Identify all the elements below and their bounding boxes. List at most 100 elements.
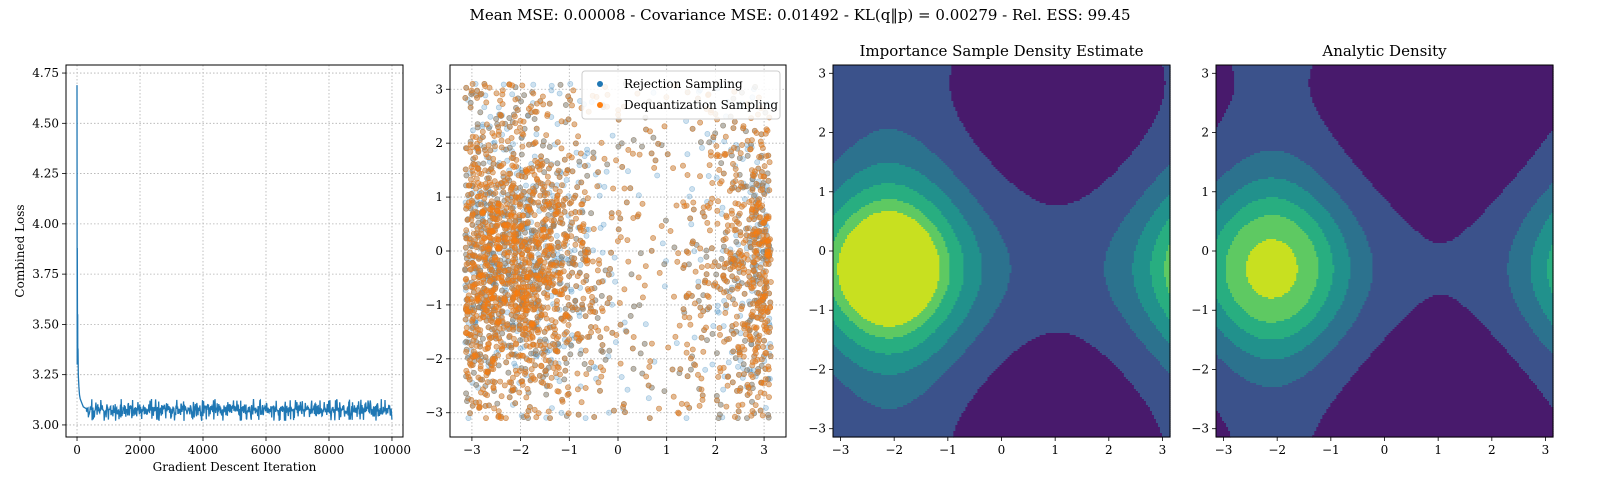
scatter-point bbox=[531, 153, 538, 160]
scatter-point bbox=[691, 248, 698, 255]
scatter-point bbox=[576, 269, 583, 276]
scatter-point bbox=[496, 249, 503, 256]
scatter-point bbox=[560, 182, 567, 189]
scatter-point bbox=[477, 135, 484, 142]
scatter-point bbox=[529, 281, 536, 288]
scatter-point bbox=[529, 237, 536, 244]
scatter-point bbox=[516, 219, 523, 225]
scatter-point bbox=[766, 320, 772, 327]
scatter-point bbox=[730, 260, 736, 267]
x-tick-label: 10000 bbox=[373, 443, 411, 457]
scatter-point bbox=[561, 336, 568, 343]
scatter-point bbox=[528, 160, 535, 167]
scatter-point bbox=[522, 241, 528, 248]
scatter-point bbox=[554, 251, 561, 258]
scatter-point bbox=[582, 415, 589, 421]
scatter-point bbox=[683, 415, 690, 421]
scatter-point bbox=[597, 224, 604, 231]
scatter-point bbox=[651, 358, 658, 365]
scatter-point bbox=[735, 241, 742, 248]
scatter-point bbox=[465, 353, 472, 359]
scatter-point bbox=[501, 295, 508, 301]
scatter-point bbox=[531, 271, 538, 278]
scatter-point bbox=[576, 162, 583, 168]
scatter-point bbox=[463, 244, 469, 251]
scatter-point bbox=[575, 224, 582, 231]
scatter-point bbox=[572, 297, 579, 304]
scatter-point bbox=[622, 327, 629, 334]
scatter-point bbox=[550, 193, 557, 199]
scatter-point bbox=[555, 269, 562, 276]
scatter-point bbox=[548, 87, 555, 94]
scatter-point bbox=[748, 315, 754, 322]
scatter-point bbox=[753, 203, 760, 210]
scatter-point bbox=[720, 247, 727, 254]
scatter-point bbox=[762, 221, 769, 228]
scatter-point bbox=[593, 375, 599, 382]
scatter-point bbox=[473, 223, 479, 230]
scatter-point bbox=[544, 349, 551, 355]
scatter-point bbox=[603, 168, 610, 175]
scatter-point bbox=[523, 355, 530, 362]
scatter-point bbox=[473, 210, 480, 217]
scatter-point bbox=[749, 180, 756, 187]
scatter-point bbox=[537, 273, 543, 280]
x-tick-label: 2000 bbox=[125, 443, 156, 457]
scatter-point bbox=[702, 366, 709, 373]
scatter-point bbox=[538, 237, 545, 243]
y-tick-label: 4.75 bbox=[32, 66, 59, 80]
scatter-point bbox=[472, 317, 479, 324]
scatter-point bbox=[496, 111, 502, 118]
scatter-point bbox=[530, 183, 536, 190]
scatter-point bbox=[509, 319, 516, 326]
scatter-point bbox=[536, 262, 543, 269]
scatter-point bbox=[528, 301, 535, 308]
scatter-point bbox=[501, 220, 508, 227]
scatter-point bbox=[506, 227, 513, 234]
scatter-point bbox=[501, 212, 508, 219]
scatter-point bbox=[642, 321, 649, 328]
scatter-point bbox=[500, 81, 507, 88]
scatter-point bbox=[752, 206, 759, 213]
scatter-point bbox=[527, 299, 534, 305]
scatter-point bbox=[584, 146, 590, 153]
scatter-point bbox=[565, 193, 572, 200]
scatter-point bbox=[475, 384, 482, 391]
scatter-point bbox=[485, 362, 492, 369]
scatter-point bbox=[732, 163, 739, 169]
scatter-point bbox=[491, 260, 498, 267]
scatter-point bbox=[600, 221, 607, 228]
scatter-point bbox=[483, 202, 490, 209]
scatter-point bbox=[474, 201, 481, 208]
scatter-point bbox=[563, 177, 570, 183]
scatter-point bbox=[469, 314, 476, 320]
scatter-point bbox=[754, 159, 761, 166]
scatter-point bbox=[470, 319, 477, 326]
scatter-point bbox=[486, 155, 493, 162]
scatter-point bbox=[478, 289, 485, 296]
scatter-point bbox=[521, 208, 527, 215]
scatter-point bbox=[505, 271, 512, 278]
scatter-point bbox=[473, 196, 480, 203]
scatter-point bbox=[516, 379, 523, 386]
scatter-point bbox=[524, 199, 531, 205]
scatter-point bbox=[636, 192, 642, 199]
x-tick-label: 4000 bbox=[188, 443, 219, 457]
scatter-point bbox=[517, 345, 524, 352]
scatter-point bbox=[465, 415, 472, 421]
scatter-point bbox=[743, 383, 750, 390]
scatter-point bbox=[525, 236, 532, 243]
scatter-point bbox=[663, 258, 669, 264]
scatter-point bbox=[473, 264, 480, 271]
scatter-point bbox=[697, 256, 704, 263]
scatter-point bbox=[711, 281, 717, 288]
scatter-point bbox=[490, 307, 497, 314]
scatter-point bbox=[563, 256, 569, 262]
scatter-point bbox=[486, 242, 492, 249]
scatter-point bbox=[515, 164, 522, 171]
scatter-point bbox=[612, 278, 618, 285]
scatter-point bbox=[528, 230, 535, 237]
scatter-point bbox=[534, 267, 541, 274]
scatter-point bbox=[763, 405, 769, 411]
scatter-point bbox=[528, 229, 535, 236]
